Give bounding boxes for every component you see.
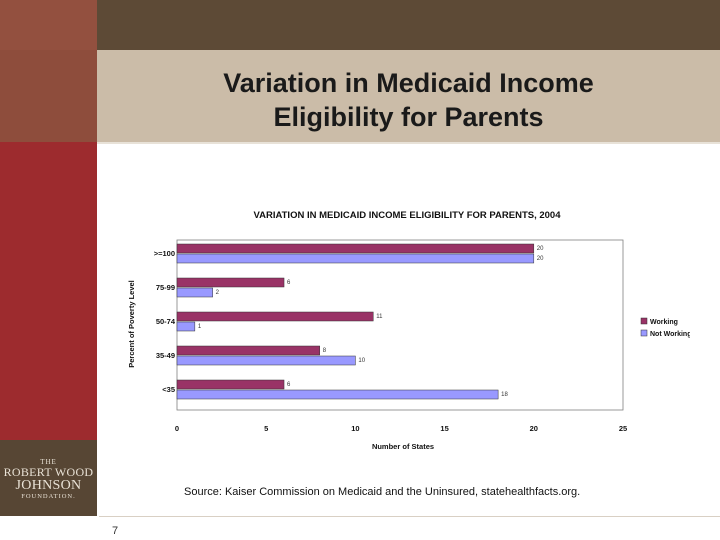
brand-column-red-band <box>0 142 97 440</box>
y-tick-label-3: 35-49 <box>156 351 175 360</box>
brand-column-title-area <box>0 50 97 142</box>
source-note: Source: Kaiser Commission on Medicaid an… <box>184 486 581 498</box>
brand-column-top <box>0 0 97 50</box>
y-tick-label-4: <35 <box>162 385 175 394</box>
data-label-working-1: 6 <box>287 280 291 286</box>
y-tick-label-1: 75-99 <box>156 283 175 292</box>
bar-working-2 <box>176 311 374 322</box>
brand-column-logo-area <box>0 440 97 516</box>
title-divider <box>97 142 720 144</box>
page-number: 7 <box>112 525 119 537</box>
x-axis-title: Number of States <box>372 442 434 451</box>
legend-label-not-working: Not Working <box>650 331 690 338</box>
bar-working-1 <box>176 277 285 288</box>
logo-the: THE <box>40 458 57 466</box>
y-axis-title: Percent of Poverty Level <box>127 280 136 368</box>
data-label-not-working-4: 18 <box>501 392 508 398</box>
chart-title: VARIATION IN MEDICAID INCOME ELIGIBILITY… <box>253 210 561 221</box>
x-tick-label-1: 5 <box>264 424 268 433</box>
bar-chart: VARIATION IN MEDICAID INCOME ELIGIBILITY… <box>127 210 690 451</box>
logo-line-3: FOUNDATION. <box>21 493 76 500</box>
bar-working-3 <box>176 345 320 356</box>
y-tick-labels: >=100 75-99 50-74 35-49 <35 <box>154 249 176 394</box>
bar-not-working-4 <box>176 389 499 400</box>
y-tick-label-2: 50-74 <box>156 317 176 326</box>
bar-not-working-3 <box>176 355 356 366</box>
bars-group <box>176 243 535 400</box>
bar-working-0 <box>176 243 535 254</box>
data-label-not-working-3: 10 <box>358 358 365 364</box>
bar-not-working-0 <box>176 253 535 264</box>
footer-divider <box>99 516 720 517</box>
logo-line-2: JOHNSON <box>15 478 82 493</box>
data-label-not-working-0: 20 <box>537 256 544 262</box>
x-tick-label-0: 0 <box>175 424 179 433</box>
x-tick-label-4: 20 <box>530 424 538 433</box>
legend-label-working: Working <box>650 319 678 326</box>
header-bar <box>97 0 720 50</box>
legend-swatch-working <box>640 317 648 325</box>
y-tick-label-0: >=100 <box>154 249 175 258</box>
x-tick-label-2: 10 <box>351 424 359 433</box>
x-tick-label-3: 15 <box>440 424 448 433</box>
brand-column <box>0 0 97 540</box>
x-tick-labels: 0 5 10 15 20 25 <box>175 424 627 433</box>
slide-title-line-2: Eligibility for Parents <box>273 102 544 132</box>
x-tick-label-5: 25 <box>619 424 627 433</box>
slide-title-line-1: Variation in Medicaid Income <box>223 68 594 98</box>
data-label-not-working-2: 1 <box>198 324 202 330</box>
slide-title: Variation in Medicaid Income Eligibility… <box>97 66 720 134</box>
column-divider <box>97 142 99 516</box>
legend-swatch-not-working <box>640 329 648 337</box>
data-label-working-3: 8 <box>323 348 327 354</box>
data-label-working-0: 20 <box>537 246 544 252</box>
bar-not-working-2 <box>176 321 196 332</box>
bar-working-4 <box>176 379 285 390</box>
data-label-working-4: 6 <box>287 382 291 388</box>
bar-not-working-1 <box>176 287 213 298</box>
brand-column-footer <box>0 516 97 540</box>
data-label-not-working-1: 2 <box>216 290 220 296</box>
data-label-working-2: 11 <box>376 314 383 320</box>
logo-line-1: ROBERT WOOD <box>3 465 94 479</box>
title-band <box>97 50 720 142</box>
foundation-logo: THE ROBERT WOOD JOHNSON FOUNDATION. <box>0 458 97 500</box>
legend: Working Not Working <box>640 317 690 338</box>
